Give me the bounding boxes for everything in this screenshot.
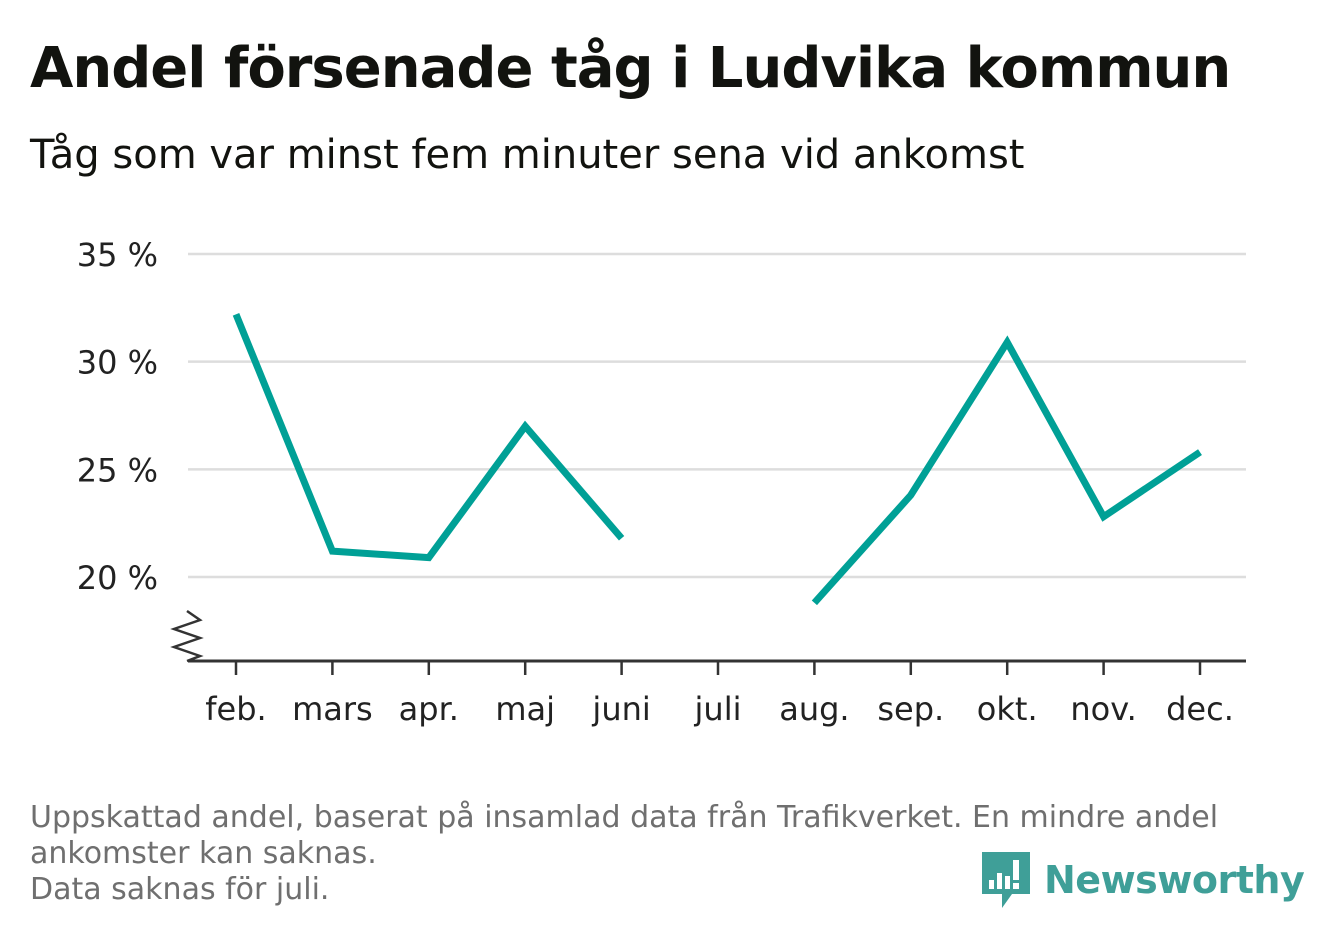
brand-logo: Newsworthy [980,850,1305,910]
chart-subtitle: Tåg som var minst fem minuter sena vid a… [30,132,1025,178]
axis-break-icon [170,609,204,663]
footnote-line: Uppskattad andel, baserat på insamlad da… [30,800,1219,835]
y-axis-tick-labels: 20 % 35 % 30 % 25 % [77,236,158,597]
footnote-line: Data saknas för juli. [30,872,330,907]
x-tick-label: dec. [1166,690,1234,728]
x-tick-label: okt. [977,690,1038,728]
y-tick-label: 35 % [77,236,158,274]
footnote: Uppskattad andel, baserat på insamlad da… [30,800,1280,908]
x-axis-tick-labels: feb. mars apr. maj juni juli aug. sep. okt. nov. d… [205,661,1234,728]
x-tick-label: sep. [877,690,944,728]
newsworthy-logo-icon [982,852,1030,908]
series-line-segment [811,335,1202,606]
chart-title: Andel försenade tåg i Ludvika kommun [30,36,1231,101]
x-axis [170,609,1246,663]
x-tick-label: juli [694,690,742,728]
x-tick-label: feb. [205,690,266,728]
x-tick-label: maj [495,690,555,728]
y-tick-label: 25 % [77,451,158,489]
x-tick-label: juni [591,690,650,728]
brand-name: Newsworthy [1044,858,1305,902]
gridlines [188,252,1246,579]
x-tick-label: aug. [779,690,849,728]
series-line [232,312,1202,606]
x-tick-label: apr. [399,690,459,728]
y-tick-label: 30 % [77,344,158,382]
x-tick-label: nov. [1070,690,1136,728]
series-line-segment [232,312,625,562]
y-tick-label: 20 % [77,559,158,597]
x-tick-label: mars [292,690,373,728]
footnote-line: ankomster kan saknas. [30,836,377,871]
